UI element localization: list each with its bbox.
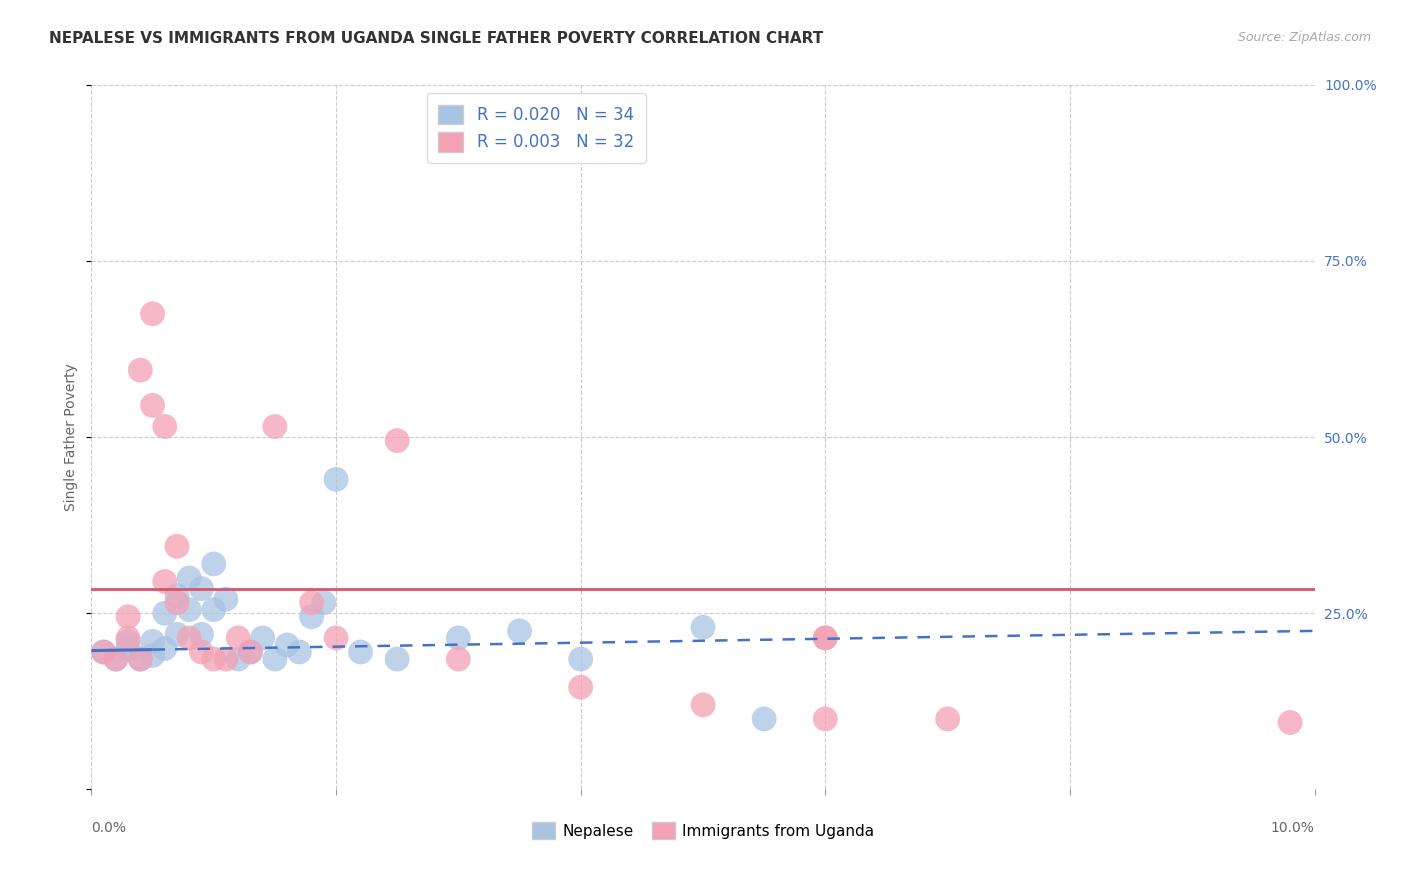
Point xyxy=(754,712,776,726)
Text: NEPALESE VS IMMIGRANTS FROM UGANDA SINGLE FATHER POVERTY CORRELATION CHART: NEPALESE VS IMMIGRANTS FROM UGANDA SINGL… xyxy=(49,31,824,46)
Point xyxy=(117,631,139,645)
Point xyxy=(252,631,274,645)
Point xyxy=(276,638,298,652)
Point xyxy=(153,607,176,621)
Point xyxy=(509,624,531,638)
Point xyxy=(166,627,188,641)
Point xyxy=(93,645,115,659)
Point xyxy=(814,631,837,645)
Point xyxy=(153,574,176,589)
Point xyxy=(301,609,323,624)
Point xyxy=(179,603,201,617)
Point xyxy=(104,652,127,666)
Point xyxy=(141,398,163,412)
Point xyxy=(814,712,837,726)
Point xyxy=(153,641,176,656)
Point xyxy=(129,652,152,666)
Point xyxy=(569,652,592,666)
Point xyxy=(141,634,163,648)
Point xyxy=(190,645,212,659)
Point xyxy=(692,620,714,634)
Point xyxy=(153,419,176,434)
Point xyxy=(117,609,139,624)
Point xyxy=(93,645,115,659)
Point xyxy=(349,645,371,659)
Point xyxy=(141,307,163,321)
Point xyxy=(215,652,238,666)
Point xyxy=(215,592,238,607)
Text: 0.0%: 0.0% xyxy=(91,822,127,835)
Point xyxy=(141,648,163,663)
Point xyxy=(288,645,311,659)
Point xyxy=(385,652,409,666)
Point xyxy=(179,571,201,585)
Point xyxy=(190,627,212,641)
Point xyxy=(179,631,201,645)
Point xyxy=(129,363,152,377)
Point xyxy=(117,634,139,648)
Point xyxy=(312,596,335,610)
Point xyxy=(202,603,225,617)
Text: 10.0%: 10.0% xyxy=(1271,822,1315,835)
Point xyxy=(447,652,470,666)
Point xyxy=(936,712,959,726)
Point xyxy=(166,589,188,603)
Point xyxy=(1279,715,1302,730)
Point xyxy=(385,434,409,448)
Point xyxy=(264,419,287,434)
Point xyxy=(190,582,212,596)
Point xyxy=(447,631,470,645)
Point xyxy=(301,596,323,610)
Y-axis label: Single Father Poverty: Single Father Poverty xyxy=(63,363,77,511)
Point xyxy=(239,645,262,659)
Point xyxy=(166,596,188,610)
Point xyxy=(226,652,249,666)
Point xyxy=(325,631,347,645)
Point xyxy=(117,641,139,656)
Text: Source: ZipAtlas.com: Source: ZipAtlas.com xyxy=(1237,31,1371,45)
Point xyxy=(239,645,262,659)
Point xyxy=(226,631,249,645)
Point xyxy=(692,698,714,712)
Point xyxy=(104,652,127,666)
Point xyxy=(166,539,188,553)
Point xyxy=(264,652,287,666)
Point xyxy=(129,652,152,666)
Point xyxy=(202,557,225,571)
Point xyxy=(325,472,347,486)
Point xyxy=(569,680,592,694)
Point xyxy=(202,652,225,666)
Point xyxy=(814,631,837,645)
Legend: Nepalese, Immigrants from Uganda: Nepalese, Immigrants from Uganda xyxy=(526,816,880,846)
